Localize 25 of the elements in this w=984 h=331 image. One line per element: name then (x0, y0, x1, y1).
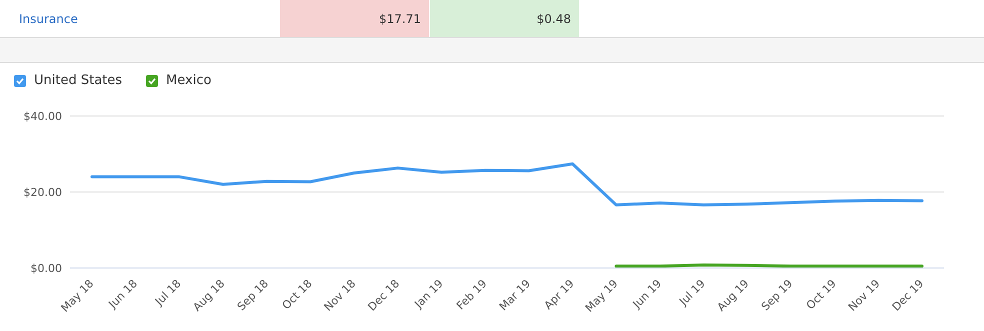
x-tick-label: Dec 19 (890, 277, 926, 314)
y-tick-label: $40.00 (24, 110, 62, 123)
x-tick-label: Oct 19 (804, 277, 839, 312)
x-tick-label: Feb 19 (454, 277, 490, 312)
line-series (90, 162, 924, 206)
x-tick-label: Jun 19 (630, 277, 664, 312)
x-tick-label: Jun 18 (106, 277, 140, 312)
x-tick-label: Dec 18 (365, 277, 402, 314)
legend-label: United States (33, 73, 122, 88)
x-tick-label: Nov 18 (322, 277, 358, 314)
x-tick-label: Apr 19 (542, 277, 577, 312)
text: $17.71 (280, 0, 429, 37)
x-tick-label: Sep 18 (234, 277, 271, 314)
x-tick-label: Mar 19 (496, 277, 534, 314)
x-tick-label: Jul 19 (676, 277, 708, 309)
x-tick-label: Sep 19 (758, 277, 796, 314)
text: $0.48 (430, 0, 579, 37)
y-tick-label: $0.00 (30, 262, 62, 275)
x-tick-label: Nov 19 (846, 277, 883, 314)
text: Insurance (18, 12, 79, 26)
y-tick-label: $20.00 (24, 186, 62, 199)
legend-label: Mexico (165, 73, 212, 88)
x-tick-label: Jul 18 (152, 277, 184, 309)
x-tick-label: Oct 18 (280, 277, 315, 312)
x-tick-label: Jan 19 (411, 277, 446, 312)
